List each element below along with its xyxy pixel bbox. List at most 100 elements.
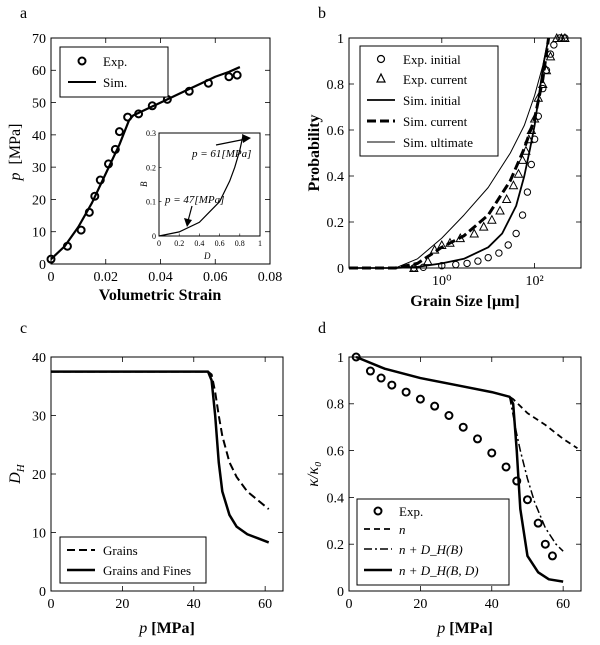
y-tick-label: 20 xyxy=(32,468,46,483)
panel-c-xlabel-symbol: p xyxy=(138,620,147,637)
data-point-exp xyxy=(376,373,386,383)
inset-x-tick-label: 0.6 xyxy=(215,239,225,248)
inset-xlabel: D xyxy=(203,251,211,261)
y-tick-label: 1 xyxy=(337,32,344,47)
inset-x-tick-label: 0.4 xyxy=(194,239,204,248)
data-point-exp xyxy=(365,366,375,376)
panel-d-xlabel: p [MPa] xyxy=(436,620,493,637)
y-tick-label: 40 xyxy=(32,129,46,144)
data-point-exp xyxy=(487,448,497,458)
data-point-exp xyxy=(522,495,532,505)
panel-d-xlabel-unit: [MPa] xyxy=(449,620,493,637)
legend-marker-exp-current xyxy=(376,72,386,83)
inset-arrowhead-61 xyxy=(242,134,251,143)
data-point-exp xyxy=(430,401,440,411)
y-tick-label: 0.2 xyxy=(327,216,345,231)
data-point-exp-initial xyxy=(523,188,532,196)
y-tick-label: 0 xyxy=(337,262,344,277)
data-point-exp-current xyxy=(501,193,512,203)
panel-c-ylabel-symbol: D xyxy=(7,472,24,485)
data-point-exp xyxy=(472,434,482,444)
panel-a-ylabel-unit: [MPa] xyxy=(7,124,24,165)
panel-b-legend: Exp. initial Exp. current Sim. initial S… xyxy=(359,45,499,157)
inset-annotation-61: p = 61[MPa] xyxy=(191,148,251,160)
panel-label-a: a xyxy=(20,5,27,22)
legend-label-exp-current: Exp. current xyxy=(403,72,468,87)
panel-d: d 0 20 40 60 0 0.2 0.4 0.6 0.8 1 Exp. n n + D_H(B… xyxy=(305,320,582,637)
panel-a-frame xyxy=(50,37,271,265)
x-tick-label: 40 xyxy=(485,597,499,612)
inset-x-tick-label: 0.8 xyxy=(235,239,245,248)
inset-marks: 0 0.2 0.4 0.6 0.8 1 0 0.1 0.2 0.3 xyxy=(146,129,262,248)
x-tick-label: 20 xyxy=(413,597,427,612)
series-line-grains xyxy=(51,370,270,510)
y-tick-label: 10 xyxy=(32,226,46,241)
y-tick-label: 0.2 xyxy=(327,538,345,553)
panel-c-ylabel: DH xyxy=(7,463,27,485)
legend-label-grains-fines: Grains and Fines xyxy=(103,563,191,578)
data-point-exp xyxy=(540,539,550,549)
series-line-sim-current xyxy=(349,37,551,270)
x-tick-label: 60 xyxy=(556,597,570,612)
panel-b-xlabel: Grain Size [μm] xyxy=(410,293,520,310)
x-tick-label: 60 xyxy=(258,597,272,612)
x-tick-label: 0.02 xyxy=(94,270,119,285)
data-point-exp-initial xyxy=(495,249,503,257)
legend-label-n: n xyxy=(399,522,406,537)
panel-label-d: d xyxy=(318,320,326,337)
y-tick-label: 0 xyxy=(337,585,344,600)
data-point-exp xyxy=(401,387,411,397)
legend-marker-exp-initial xyxy=(376,54,386,64)
data-point-exp-initial xyxy=(463,259,471,268)
inset-y-tick-label: 0.2 xyxy=(146,163,156,172)
panel-a-legend: Exp. Sim. xyxy=(59,46,169,98)
data-point-exp xyxy=(90,191,100,201)
legend-label-n-dhb: n + D_H(B) xyxy=(399,542,463,557)
x-tick-label: 40 xyxy=(187,597,201,612)
series-line-sim-ultimate xyxy=(349,37,550,269)
data-point-exp xyxy=(232,70,242,80)
data-point-exp-initial xyxy=(504,241,512,249)
data-point-exp xyxy=(224,72,234,82)
y-tick-label: 0.8 xyxy=(327,78,345,93)
panel-d-frame xyxy=(348,356,582,592)
panel-d-legend: Exp. n n + D_H(B) n + D_H(B, D) xyxy=(356,498,510,586)
panel-a-inset: 0 0.2 0.4 0.6 0.8 1 0 0.1 0.2 0.3 D B p = 61[MPa]… xyxy=(139,129,262,261)
panel-b-marks: 10⁰ 10² 0 0.2 0.4 0.6 0.8 1 xyxy=(327,32,581,289)
panel-a-xlabel: Volumetric Strain xyxy=(99,287,222,304)
legend-label-grains: Grains xyxy=(103,543,138,558)
legend-label-sim-ultimate: Sim. ultimate xyxy=(403,135,473,150)
inset-x-tick-label: 1 xyxy=(258,239,262,248)
x-tick-label: 20 xyxy=(115,597,129,612)
x-tick-label: 0.04 xyxy=(148,270,173,285)
x-tick-label: 0 xyxy=(48,597,55,612)
legend-label-exp-d: Exp. xyxy=(399,504,423,519)
legend-label-sim: Sim. xyxy=(103,75,127,90)
x-tick-label: 10² xyxy=(525,274,543,289)
panel-c-marks: 0 20 40 60 0 10 20 30 40 xyxy=(32,351,283,612)
data-point-exp-initial xyxy=(518,211,527,219)
data-point-exp xyxy=(533,518,543,528)
inset-annotation-47: p = 47[MPa] xyxy=(164,194,224,206)
y-tick-label: 20 xyxy=(32,193,46,208)
panel-c-legend: Grains Grains and Fines xyxy=(59,536,207,584)
inset-y-tick-label: 0 xyxy=(152,232,156,241)
series-line-sim xyxy=(50,66,241,260)
data-point-exp-current xyxy=(469,228,480,238)
y-tick-label: 0.6 xyxy=(327,124,345,139)
panel-a-ylabel-symbol: p xyxy=(7,172,24,181)
y-tick-label: 0.6 xyxy=(327,445,345,460)
inset-y-tick-label: 0.1 xyxy=(146,198,156,207)
legend-label-exp-initial: Exp. initial xyxy=(403,52,461,67)
data-point-exp-current xyxy=(478,221,489,231)
data-point-exp-current xyxy=(517,154,528,164)
panel-b-frame xyxy=(348,37,582,269)
inset-frame xyxy=(158,132,261,237)
data-point-exp xyxy=(458,422,468,432)
panel-a-ylabel: p [MPa] xyxy=(7,124,24,182)
data-point-exp xyxy=(512,476,522,486)
legend-label-exp: Exp. xyxy=(103,54,127,69)
data-point-exp xyxy=(501,462,511,472)
legend-marker-exp xyxy=(77,56,87,66)
